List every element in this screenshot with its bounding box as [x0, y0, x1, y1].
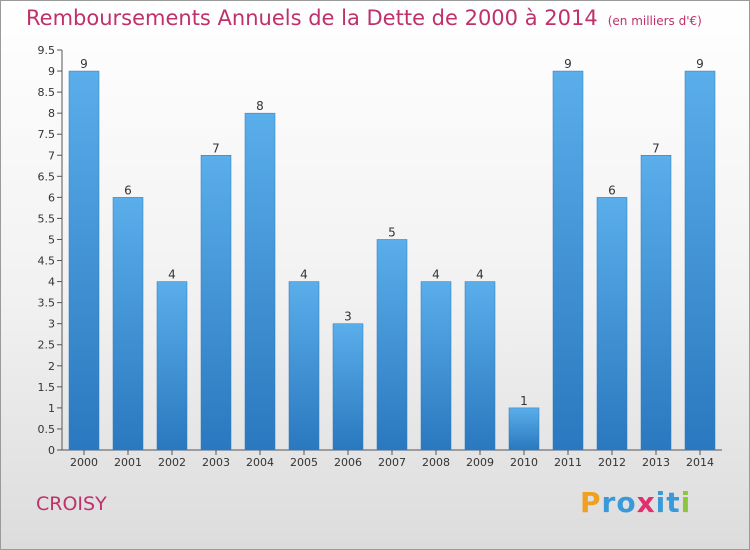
y-tick-label: 4.5 [38, 255, 56, 268]
x-tick-label: 2011 [554, 456, 582, 469]
y-tick-label: 3.5 [38, 297, 56, 310]
bar-value-label: 4 [432, 268, 440, 282]
y-tick-label: 3 [48, 318, 55, 331]
x-tick-label: 2009 [466, 456, 494, 469]
bar-value-label: 6 [608, 183, 616, 197]
x-tick-label: 2001 [114, 456, 142, 469]
logo-letter: i [655, 486, 667, 519]
y-tick-label: 9 [48, 65, 55, 78]
logo-letter: t [666, 486, 681, 519]
bar [684, 70, 716, 451]
bar [508, 407, 540, 451]
logo-letter: P [580, 486, 602, 519]
bar [420, 281, 452, 451]
y-tick-label: 7 [48, 149, 55, 162]
bar [640, 155, 672, 451]
bar-value-label: 7 [652, 141, 660, 155]
y-tick-label: 5.5 [38, 212, 56, 225]
y-tick-label: 0 [48, 444, 55, 457]
chart-title: Remboursements Annuels de la Dette de 20… [26, 6, 702, 30]
logo-letter: i [680, 486, 692, 519]
bar-value-label: 4 [168, 268, 176, 282]
bar [332, 323, 364, 451]
bar [552, 70, 584, 451]
bar [112, 197, 144, 451]
bar-value-label: 9 [80, 57, 88, 71]
y-tick-label: 2.5 [38, 339, 56, 352]
y-tick-label: 1.5 [38, 381, 56, 394]
bar [376, 239, 408, 451]
proxiti-logo: Proxiti [580, 486, 691, 519]
x-tick-label: 2008 [422, 456, 450, 469]
bar-value-label: 5 [388, 225, 396, 239]
x-tick-label: 2007 [378, 456, 406, 469]
x-tick-label: 2006 [334, 456, 362, 469]
x-tick-label: 2013 [642, 456, 670, 469]
bar-value-label: 9 [696, 57, 704, 71]
bar [156, 281, 188, 451]
bar-value-label: 4 [476, 268, 484, 282]
x-tick-label: 2003 [202, 456, 230, 469]
x-tick-label: 2014 [686, 456, 714, 469]
bar [244, 112, 276, 451]
x-tick-label: 2004 [246, 456, 274, 469]
x-tick-label: 2005 [290, 456, 318, 469]
y-tick-label: 0.5 [38, 423, 56, 436]
chart-title-main: Remboursements Annuels de la Dette de 20… [26, 6, 598, 30]
bar-value-label: 4 [300, 268, 308, 282]
y-tick-label: 4 [48, 276, 55, 289]
y-tick-label: 1 [48, 402, 55, 415]
y-tick-label: 6 [48, 191, 55, 204]
bar-value-label: 9 [564, 57, 572, 71]
bar [464, 281, 496, 451]
bar-value-label: 3 [344, 310, 352, 324]
logo-letter: r [601, 486, 617, 519]
bar-value-label: 6 [124, 183, 132, 197]
bar [288, 281, 320, 451]
bar [596, 197, 628, 451]
logo-letter: o [616, 486, 637, 519]
y-tick-label: 2 [48, 360, 55, 373]
y-tick-label: 8 [48, 107, 55, 120]
bar-value-label: 1 [520, 394, 528, 408]
y-tick-label: 7.5 [38, 128, 56, 141]
bar-value-label: 7 [212, 141, 220, 155]
y-tick-label: 5 [48, 233, 55, 246]
y-tick-label: 6.5 [38, 170, 56, 183]
x-tick-label: 2012 [598, 456, 626, 469]
bar [200, 155, 232, 451]
commune-name: CROISY [36, 493, 107, 515]
bar-value-label: 8 [256, 99, 264, 113]
y-tick-label: 9.5 [38, 44, 56, 57]
logo-letter: x [636, 486, 656, 519]
x-tick-label: 2010 [510, 456, 538, 469]
y-tick-label: 8.5 [38, 86, 56, 99]
x-tick-label: 2002 [158, 456, 186, 469]
x-tick-label: 2000 [70, 456, 98, 469]
bar [68, 70, 100, 451]
chart-title-unit: (en milliers d'€) [607, 14, 702, 28]
